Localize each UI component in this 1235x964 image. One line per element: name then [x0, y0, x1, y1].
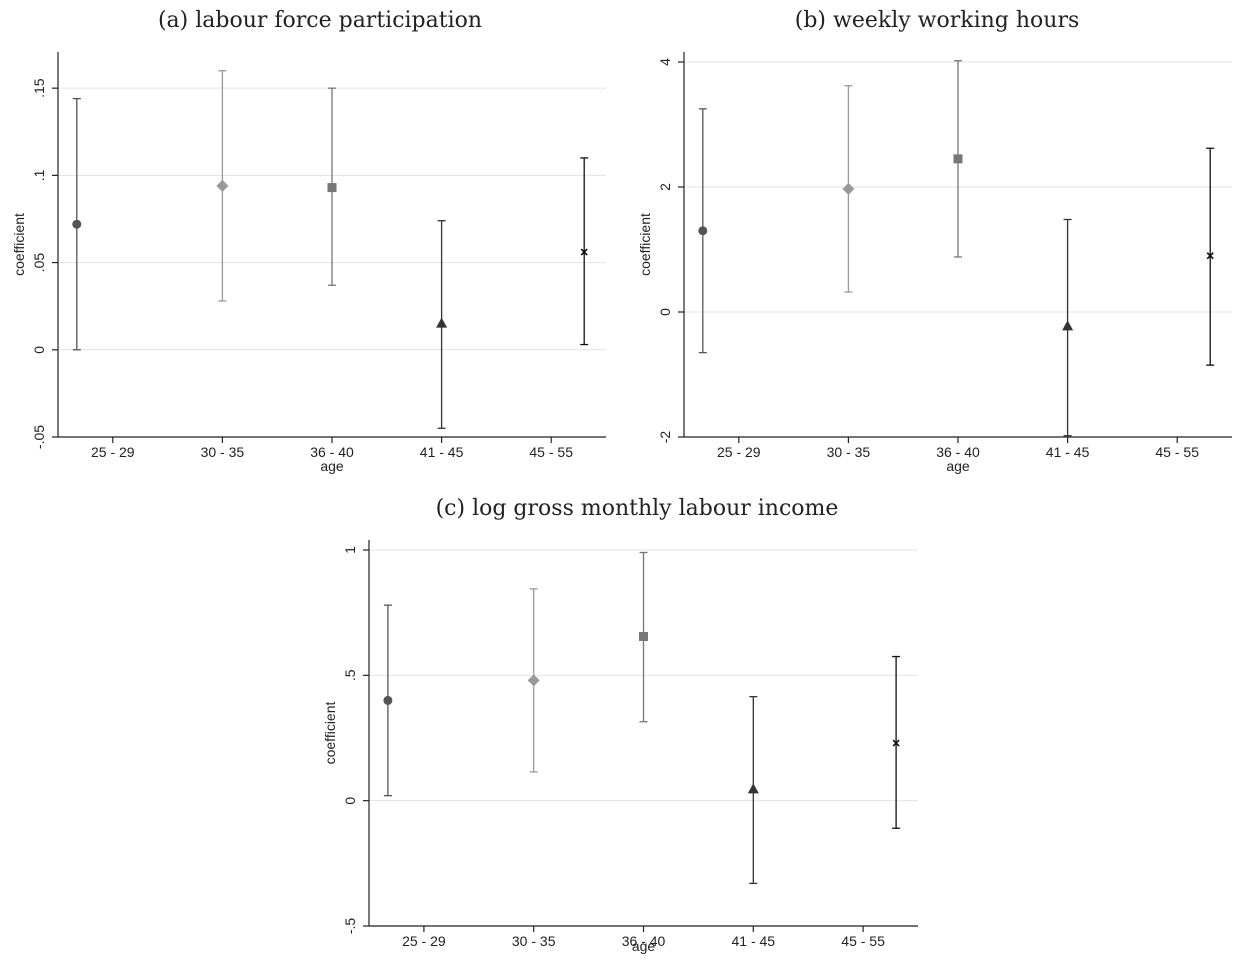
y-axis-label: coefficient [11, 213, 27, 276]
y-axis-label: coefficient [637, 213, 653, 276]
x-tick-label: 25 - 29 [717, 444, 761, 460]
estimate-group-1 [72, 97, 82, 351]
estimate-group-1 [383, 604, 393, 797]
estimate-group-3 [953, 60, 963, 258]
point-estimate-square [327, 183, 337, 193]
x-tick-label: 45 - 55 [529, 444, 573, 460]
estimate-group-5 [1206, 147, 1215, 366]
x-tick-label: 36 - 40 [622, 933, 666, 949]
x-axis-label: age [320, 458, 344, 474]
estimate-group-4 [747, 695, 759, 885]
y-tick-label: 1 [342, 546, 358, 554]
x-tick-label: 25 - 29 [91, 444, 135, 460]
point-estimate-square [639, 631, 648, 641]
estimate-group-1 [698, 108, 708, 354]
panel-title: (a) labour force participation [158, 8, 482, 33]
point-estimate-diamond [842, 182, 855, 195]
point-estimate-triangle [747, 783, 759, 794]
panel-c: (c) log gross monthly labour income -.5 0.… [322, 496, 918, 954]
x-axis-label: age [632, 938, 656, 954]
x-tick-label: 41 - 45 [732, 933, 776, 949]
estimate-group-3 [327, 87, 337, 286]
x-tick-label: 30 - 35 [201, 444, 245, 460]
y-tick-label: .15 [31, 78, 47, 98]
estimate-group-5 [892, 655, 901, 829]
y-tick-label: 0 [31, 346, 47, 354]
x-tick-label: 36 - 40 [310, 444, 354, 460]
x-tick-label: 25 - 29 [402, 933, 446, 949]
x-tick-label: 41 - 45 [420, 444, 464, 460]
panel-title: (c) log gross monthly labour income [436, 496, 839, 521]
x-tick-label: 41 - 45 [1046, 444, 1090, 460]
point-estimate-square [953, 154, 963, 164]
x-tick-label: 45 - 55 [1155, 444, 1199, 460]
y-tick-label: 4 [657, 58, 673, 66]
estimate-group-4 [436, 220, 448, 429]
point-estimate-circle [698, 226, 708, 236]
estimate-group-3 [639, 551, 648, 723]
x-tick-label: 30 - 35 [827, 444, 871, 460]
point-estimate-circle [383, 695, 393, 705]
y-tick-label: .1 [31, 169, 47, 181]
panel-title: (b) weekly working hours [795, 8, 1080, 33]
y-tick-label: 0 [342, 797, 358, 805]
point-estimate-x [580, 248, 588, 256]
point-estimate-x [892, 739, 900, 747]
estimate-group-2 [842, 85, 855, 293]
x-tick-label: 30 - 35 [512, 933, 556, 949]
x-axis-label: age [946, 458, 970, 474]
y-tick-label: -2 [657, 431, 673, 444]
y-axis-label: coefficient [322, 701, 338, 764]
point-estimate-x [1206, 252, 1214, 260]
point-estimate-triangle [436, 317, 448, 328]
y-tick-label: -.05 [31, 425, 47, 449]
panel-a: (a) labour force participation -.05 0 .05 .1… [11, 8, 606, 474]
y-tick-label: 2 [657, 183, 673, 191]
estimate-group-2 [527, 588, 540, 773]
x-tick-label: 36 - 40 [936, 444, 980, 460]
y-tick-label: 0 [657, 308, 673, 316]
point-estimate-triangle [1062, 320, 1074, 331]
estimate-group-2 [216, 70, 229, 302]
x-tick-label: 45 - 55 [841, 933, 885, 949]
panel-b: (b) weekly working hours -2 0 2 4 25 - 29 30 -… [637, 8, 1232, 474]
point-estimate-diamond [216, 179, 229, 192]
y-tick-label: -.5 [342, 918, 358, 935]
point-estimate-circle [72, 219, 82, 229]
y-tick-label: .05 [31, 253, 47, 273]
estimate-group-4 [1062, 218, 1074, 437]
estimate-group-5 [580, 157, 589, 346]
point-estimate-diamond [527, 674, 540, 687]
y-tick-label: .5 [342, 669, 358, 681]
